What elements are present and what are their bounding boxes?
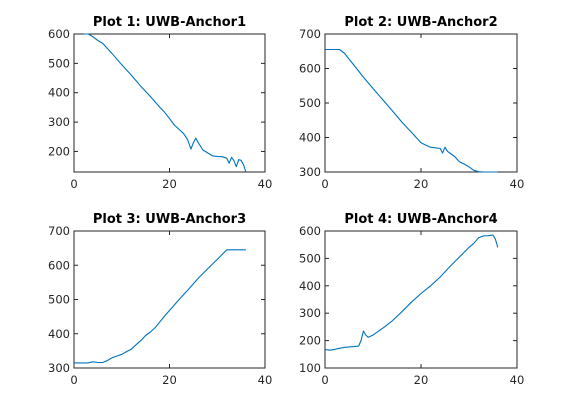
- subplot-4: Plot 4: UWB-Anchor4 0 20 40 100 200 300 400 500 6…: [299, 212, 524, 387]
- plot-title: Plot 3: UWB-Anchor3: [93, 212, 246, 227]
- x-tick-label: 40: [510, 177, 525, 191]
- y-tick-label: 600: [48, 27, 70, 41]
- y-tick-label: 400: [48, 327, 70, 341]
- y-tick-label: 500: [299, 251, 321, 265]
- y-tick-label: 500: [48, 56, 70, 70]
- x-tick-label: 20: [414, 373, 429, 387]
- y-tick-label: 700: [48, 224, 70, 238]
- plot-title: Plot 2: UWB-Anchor2: [344, 15, 497, 30]
- x-tick-label: 20: [162, 177, 177, 191]
- y-tick-label: 500: [299, 96, 321, 110]
- y-tick-label: 700: [299, 27, 321, 41]
- y-tick-label: 600: [299, 224, 321, 238]
- y-tick-label: 300: [299, 306, 321, 320]
- series-line: [74, 249, 246, 364]
- y-tick-label: 400: [48, 86, 70, 100]
- y-tick-label: 100: [299, 361, 321, 375]
- x-tick-label: 0: [70, 177, 77, 191]
- series-line: [325, 48, 498, 173]
- x-tick-label: 0: [70, 373, 77, 387]
- y-tick-label: 600: [299, 62, 321, 76]
- x-tick-label: 0: [321, 177, 328, 191]
- y-tick-label: 400: [299, 279, 321, 293]
- x-tick-label: 0: [321, 373, 328, 387]
- y-tick-label: 300: [299, 165, 321, 179]
- y-tick-label: 200: [299, 334, 321, 348]
- y-tick-label: 300: [48, 361, 70, 375]
- subplot-2: Plot 2: UWB-Anchor2 0 20 40 300 400 500 600 700: [299, 15, 524, 191]
- axes-box: [73, 230, 266, 369]
- y-tick-label: 400: [299, 131, 321, 145]
- axes-box: [324, 33, 518, 173]
- x-tick-label: 40: [258, 177, 273, 191]
- series-line: [83, 33, 247, 173]
- y-tick-label: 500: [48, 293, 70, 307]
- plot-title: Plot 1: UWB-Anchor1: [93, 15, 246, 30]
- axes-box: [324, 230, 518, 369]
- x-tick-label: 20: [162, 373, 177, 387]
- x-tick-label: 40: [510, 373, 525, 387]
- plot-title: Plot 4: UWB-Anchor4: [344, 212, 497, 227]
- y-tick-label: 600: [48, 258, 70, 272]
- subplot-1: Plot 1: UWB-Anchor1 0 20 40 200 300 400 500 600: [48, 15, 272, 191]
- subplot-3: Plot 3: UWB-Anchor3 0 20 40 300 400 500 600 700: [48, 212, 272, 387]
- axes-box: [73, 33, 266, 173]
- series-line: [324, 234, 499, 351]
- y-tick-label: 200: [48, 144, 70, 158]
- x-tick-label: 40: [258, 373, 273, 387]
- y-tick-label: 300: [48, 115, 70, 129]
- x-tick-label: 20: [414, 177, 429, 191]
